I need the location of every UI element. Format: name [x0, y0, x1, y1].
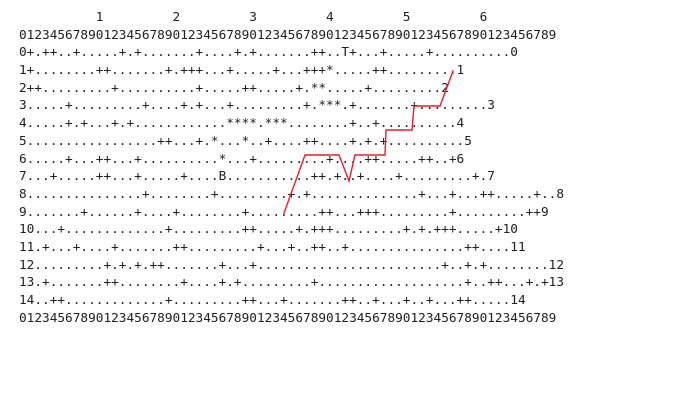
- grid-row-11: 11.+...+....+.......++.........+...+..++…: [19, 239, 526, 255]
- grid-row-0: 0+.++..+.....+.+.......+....+.+.......++…: [19, 45, 518, 61]
- column-ones-footer: 0123456789012345678901234567890123456789…: [19, 310, 557, 326]
- grid-row-14: 14..++.............+.........++...+.....…: [19, 293, 526, 308]
- grid-row-6: 6.....+...++...+..........*...+.........…: [19, 151, 465, 167]
- grid-row-1: 1+........++.......+.+++...+.....+...+++…: [19, 63, 465, 79]
- grid-row-10: 10...+.............+.........++.....+.++…: [19, 222, 518, 238]
- grid-row-4: 4.....+.+...+.+............****.***.....…: [19, 116, 465, 132]
- grid-row-7: 7...+.....++...+.....+....B...........++…: [19, 169, 495, 185]
- grid-row-13: 13.+.......++........+....+.+.........+.…: [19, 275, 565, 291]
- ascii-grid-map: 1 2 3 4 5 6 01234567890123456789012345678…: [19, 9, 564, 327]
- column-ones-header-top: 0123456789012345678901234567890123456789…: [19, 27, 557, 43]
- grid-row-2: 2++.........+..........+.....++.....+.**…: [19, 80, 449, 96]
- grid-row-3: 3.....+.........+....+.+...+.........+.*…: [19, 98, 495, 114]
- grid-row-12: 12.........+.+.+.++.......+...+.........…: [19, 257, 565, 273]
- grid-row-5: 5.................++...+.*...*..+....++.…: [19, 133, 472, 149]
- grid-row-8: 8...............+........+.........+.+..…: [19, 186, 565, 202]
- grid-row-9: 9.......+......+....+........+.........+…: [19, 204, 549, 220]
- column-tens-header: 1 2 3 4 5 6: [19, 10, 488, 25]
